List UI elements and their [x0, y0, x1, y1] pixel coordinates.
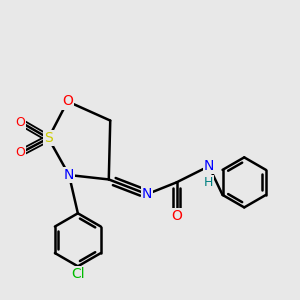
- Text: O: O: [62, 94, 73, 108]
- Text: N: N: [64, 168, 74, 182]
- Text: O: O: [16, 116, 26, 128]
- Text: N: N: [204, 159, 214, 173]
- Text: Cl: Cl: [71, 267, 85, 281]
- Text: N: N: [142, 187, 152, 201]
- Text: O: O: [171, 209, 182, 223]
- Text: O: O: [16, 146, 26, 159]
- Text: H: H: [204, 176, 214, 189]
- Text: S: S: [44, 131, 53, 145]
